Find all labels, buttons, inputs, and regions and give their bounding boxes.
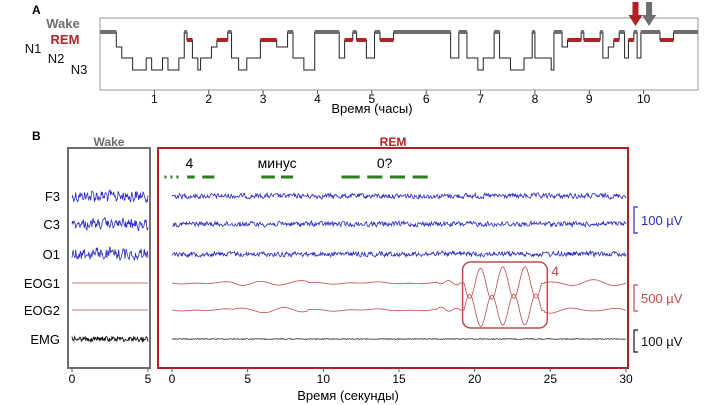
rem-tick-label: 15: [392, 372, 406, 386]
rem-tick-label: 10: [317, 372, 331, 386]
rem-epoch-box: [157, 147, 629, 369]
hypnogram-x-ticks: 1 2 3 4 5 6 7 8 9 10: [151, 90, 651, 106]
scale-bar-line: [633, 329, 638, 353]
channel-label-c3: C3: [43, 217, 60, 232]
hypnogram-arrows: [628, 2, 657, 26]
signal-traces: [71, 189, 627, 344]
wake-arrow-shaft: [646, 2, 653, 16]
panel-a-label: A: [32, 3, 41, 17]
rem-tick-label: 20: [468, 372, 482, 386]
rem-tick-label: 0: [169, 372, 176, 386]
eog-highlight-box: [461, 261, 549, 329]
wake-epoch-title: Wake: [94, 135, 125, 149]
stage-label-rem: REM: [51, 32, 80, 47]
hypno-tick-label: 2: [205, 92, 212, 106]
hypno-tick-label: 5: [368, 92, 375, 106]
rem-arrow-icon: [628, 15, 643, 26]
hypno-tick-label: 1: [151, 92, 158, 106]
hypnogram-line: [100, 31, 698, 71]
seconds-x-ticks: 0 5 0 5 10 15 20 25 30: [69, 368, 633, 386]
channel-labels: F3 C3 O1 EOG1 EOG2 EMG: [24, 189, 60, 347]
hypno-tick-label: 10: [637, 92, 651, 106]
eog-highlight: 4: [461, 261, 559, 329]
scale-bar-label: 500 µV: [641, 291, 683, 306]
wake-c3-trace: [71, 216, 149, 232]
rem-c3-trace: [171, 219, 627, 229]
hypnogram-trace: [100, 30, 698, 71]
rem-arrow-shaft: [632, 2, 639, 16]
scale-bar-label: 100 µV: [641, 213, 683, 228]
hypno-tick-label: 9: [586, 92, 593, 106]
channel-label-f3: F3: [45, 189, 60, 204]
hypno-tick-label: 8: [532, 92, 539, 106]
rem-tick-label: 5: [244, 372, 251, 386]
hypno-tick-label: 7: [477, 92, 484, 106]
channel-label-eog2: EOG2: [24, 303, 60, 318]
panel-b-label: B: [32, 129, 41, 143]
scale-bar-label: 100 µV: [641, 334, 683, 349]
traces-x-label: Время (секунды): [297, 388, 399, 403]
rem-eog2-trace: [171, 293, 627, 327]
rem-eog1-trace: [171, 266, 627, 300]
eye-signal-label: минус: [258, 155, 297, 171]
channel-label-o1: O1: [43, 247, 60, 262]
eog-highlight-label: 4: [551, 263, 559, 279]
wake-emg-trace: [71, 335, 149, 344]
wake-epoch-box: [67, 147, 151, 369]
stage-label-n3: N3: [71, 62, 88, 77]
channel-label-emg: EMG: [30, 332, 60, 347]
rem-o1-trace: [171, 250, 627, 259]
channel-label-eog1: EOG1: [24, 276, 60, 291]
hypno-tick-label: 3: [260, 92, 267, 106]
eye-signal-label: 4: [186, 155, 194, 171]
wake-arrow-icon: [642, 15, 657, 26]
hypnogram-x-label: Время (часы): [331, 101, 412, 116]
wake-tick-label: 5: [145, 372, 152, 386]
eye-signal-label: 0?: [377, 155, 393, 171]
hypno-tick-label: 6: [423, 92, 430, 106]
hypnogram-frame: [99, 17, 699, 91]
scale-bar-line: [633, 284, 638, 312]
wake-tick-label: 0: [69, 372, 76, 386]
eye-signal-markers: 4 минус 0?: [164, 155, 428, 179]
rem-tick-label: 25: [544, 372, 558, 386]
stage-label-wake: Wake: [46, 16, 79, 31]
rem-emg-trace: [171, 338, 627, 340]
rem-f3-trace: [171, 191, 627, 201]
traces-panel: Wake REM F3 C3 O1 EOG1 EOG2 EMG 4 минус 0? 4 10…: [24, 135, 683, 403]
rem-epoch-title: REM: [380, 135, 407, 149]
wake-o1-trace: [71, 246, 149, 262]
hypno-tick-label: 4: [314, 92, 321, 106]
stage-label-n2: N2: [48, 51, 65, 66]
scale-bar-line: [633, 206, 638, 234]
stage-label-n1: N1: [25, 41, 42, 56]
scale-bars: 100 µV 500 µV 100 µV: [633, 206, 683, 353]
rem-tick-label: 30: [619, 372, 633, 386]
wake-f3-trace: [71, 189, 149, 203]
